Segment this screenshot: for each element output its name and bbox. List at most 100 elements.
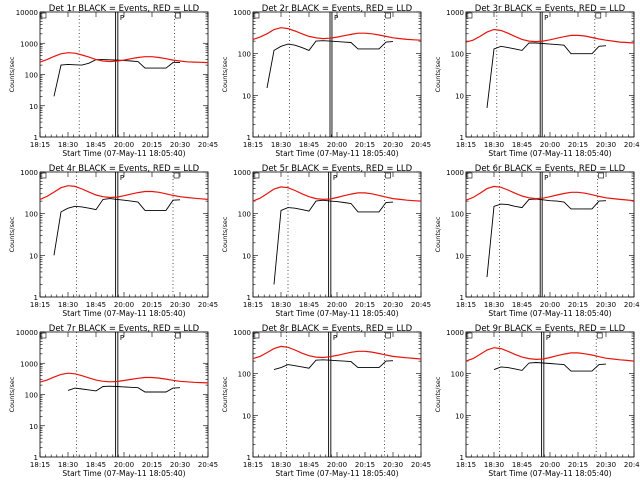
y-tick-label: 1000 xyxy=(233,329,251,337)
marker-p-label: P xyxy=(333,334,337,342)
marker-p-label: P xyxy=(546,334,550,342)
x-tick-label: 18:15 xyxy=(456,301,476,309)
series-lld-line xyxy=(465,185,635,202)
y-tick-label: 1000 xyxy=(20,169,38,177)
y-tick-label: 1 xyxy=(34,454,38,462)
x-tick-label: 20:45 xyxy=(411,461,431,469)
x-tick-label: 18:45 xyxy=(299,461,319,469)
marker-p-label: P xyxy=(334,14,338,22)
x-tick-label: 20:30 xyxy=(383,141,403,149)
marker-box xyxy=(385,332,391,339)
y-tick-label: 100 xyxy=(25,392,38,400)
x-tick-label: 18:15 xyxy=(30,461,50,469)
y-tick-label: 1 xyxy=(34,294,38,302)
panel-title: Det 1r BLACK = Events, RED = LLD xyxy=(49,4,200,14)
panel-2: Det 2r BLACK = Events, RED = LLD 1 10 100 10… xyxy=(221,4,431,158)
x-tick-label: 20:00 xyxy=(114,301,134,309)
x-tick-label: 18:30 xyxy=(58,141,78,149)
x-tick-label: 20:30 xyxy=(170,141,190,149)
marker-box xyxy=(253,12,260,19)
y-axis-label: Counts/sec xyxy=(434,56,442,92)
y-tick-label: 10 xyxy=(242,252,251,260)
x-axis-label: Start Time (07-May-11 18:05:40) xyxy=(62,309,185,318)
series-events-line xyxy=(273,359,394,371)
y-tick-label: 10000 xyxy=(16,9,38,17)
x-tick-label: 20:30 xyxy=(596,461,616,469)
marker-box xyxy=(385,12,391,19)
plot-frame xyxy=(252,11,422,138)
x-tick-label: 18:45 xyxy=(512,461,532,469)
plot-frame xyxy=(465,331,635,458)
y-tick-label: 1 xyxy=(460,294,464,302)
x-tick-label: 20:00 xyxy=(540,461,560,469)
x-tick-label: 18:45 xyxy=(299,301,319,309)
marker-box xyxy=(466,172,473,179)
marker-box xyxy=(40,332,47,339)
marker-p-label: P xyxy=(333,174,337,182)
plot-frame xyxy=(252,171,422,298)
panel-title: Det 7r BLACK = Events, RED = LLD xyxy=(49,324,200,334)
x-tick-label: 18:15 xyxy=(243,141,263,149)
marker-box xyxy=(596,332,603,339)
y-tick-label: 10 xyxy=(455,92,464,100)
x-tick-label: 20:00 xyxy=(540,141,560,149)
y-axis-label: Counts/sec xyxy=(221,216,229,252)
y-tick-label: 1000 xyxy=(20,360,38,368)
y-tick-label: 100 xyxy=(25,211,38,219)
x-tick-label: 18:30 xyxy=(271,461,291,469)
panel-title: Det 2r BLACK = Events, RED = LLD xyxy=(262,4,413,14)
x-tick-label: 20:45 xyxy=(411,301,431,309)
y-tick-label: 100 xyxy=(451,51,464,59)
y-tick-label: 10 xyxy=(242,412,251,420)
panel-8: Det 8r BLACK = Events, RED = LLD 1 10 100 10… xyxy=(221,324,431,478)
y-tick-label: 1000 xyxy=(446,329,464,337)
y-tick-label: 1 xyxy=(247,294,251,302)
marker-box xyxy=(40,172,47,179)
y-tick-label: 1000 xyxy=(233,9,251,17)
x-axis-label: Start Time (07-May-11 18:05:40) xyxy=(488,469,611,478)
x-tick-label: 20:15 xyxy=(355,141,375,149)
x-tick-label: 20:15 xyxy=(142,461,162,469)
marker-p-label: P xyxy=(120,14,124,22)
y-tick-label: 100 xyxy=(25,72,38,80)
panel-9: Det 9r BLACK = Events, RED = LLD 1 10 100 10… xyxy=(434,324,640,478)
x-tick-label: 20:00 xyxy=(327,141,347,149)
panel-title: Det 3r BLACK = Events, RED = LLD xyxy=(475,4,626,14)
x-tick-label: 18:15 xyxy=(456,461,476,469)
y-axis-label: Counts/sec xyxy=(8,376,16,412)
x-tick-label: 20:00 xyxy=(114,141,134,149)
y-tick-label: 1000 xyxy=(233,169,251,177)
series-lld-line xyxy=(252,345,422,360)
y-tick-label: 1 xyxy=(247,454,251,462)
x-tick-label: 18:45 xyxy=(299,141,319,149)
plot-frame xyxy=(252,331,422,458)
marker-p-label: P xyxy=(544,14,548,22)
x-tick-label: 20:15 xyxy=(568,461,588,469)
y-tick-label: 10 xyxy=(455,412,464,420)
x-tick-label: 20:45 xyxy=(624,461,640,469)
y-axis-label: Counts/sec xyxy=(8,56,16,92)
marker-box xyxy=(466,332,473,339)
series-events-line xyxy=(53,59,180,97)
panel-3: Det 3r BLACK = Events, RED = LLD 1 10 100 10… xyxy=(434,4,640,158)
x-tick-label: 18:15 xyxy=(243,461,263,469)
panel-title: Det 4r BLACK = Events, RED = LLD xyxy=(49,164,200,174)
series-lld-line xyxy=(39,52,209,64)
x-tick-label: 20:30 xyxy=(383,461,403,469)
panel-1: Det 1r BLACK = Events, RED = LLD 1 10 100 10… xyxy=(8,4,218,158)
series-events-line xyxy=(486,42,607,108)
marker-box xyxy=(598,172,604,179)
x-axis-label: Start Time (07-May-11 18:05:40) xyxy=(62,469,185,478)
x-tick-label: 20:15 xyxy=(142,301,162,309)
y-tick-label: 100 xyxy=(451,211,464,219)
x-tick-label: 18:15 xyxy=(30,141,50,149)
x-axis-label: Start Time (07-May-11 18:05:40) xyxy=(62,149,185,158)
y-tick-label: 100 xyxy=(238,51,251,59)
panel-5: Det 5r BLACK = Events, RED = LLD 1 10 100 10… xyxy=(221,164,431,318)
series-events-line xyxy=(273,199,394,285)
y-tick-label: 10000 xyxy=(16,329,38,337)
x-tick-label: 20:45 xyxy=(411,141,431,149)
marker-box xyxy=(40,12,47,19)
panel-4: Det 4r BLACK = Events, RED = LLD 1 10 100 10… xyxy=(8,164,218,318)
panel-6: Det 6r BLACK = Events, RED = LLD 1 10 100 10… xyxy=(434,164,640,318)
